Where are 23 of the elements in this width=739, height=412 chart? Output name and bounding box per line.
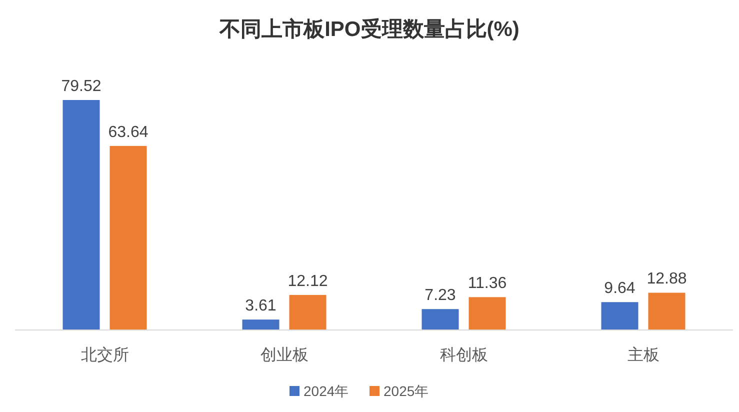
bar: [62, 100, 100, 330]
data-label: 63.64: [108, 124, 148, 141]
bar: [468, 297, 506, 330]
x-tick-label: 北交所: [80, 346, 129, 364]
data-label: 12.88: [646, 270, 687, 288]
x-tick-label: 创业板: [260, 346, 308, 364]
data-label: 9.64: [604, 280, 636, 298]
bar: [289, 294, 326, 330]
data-label: 11.36: [468, 275, 507, 292]
data-label: 7.23: [424, 287, 456, 304]
x-tick-label: 科创板: [440, 346, 488, 364]
x-tick-label: 主板: [627, 346, 660, 364]
bar: [422, 309, 459, 330]
chart-title: 不同上市板IPO受理数量占比(%): [218, 17, 520, 41]
data-label: 79.52: [61, 78, 102, 95]
legend-label: 2025年: [384, 383, 429, 399]
legend-label: 2024年: [304, 383, 349, 399]
bar: [601, 302, 638, 330]
data-label: 3.61: [245, 298, 276, 315]
bar: [648, 292, 686, 330]
bar: [110, 146, 147, 330]
data-label: 12.12: [288, 272, 328, 290]
bar: [242, 320, 280, 330]
